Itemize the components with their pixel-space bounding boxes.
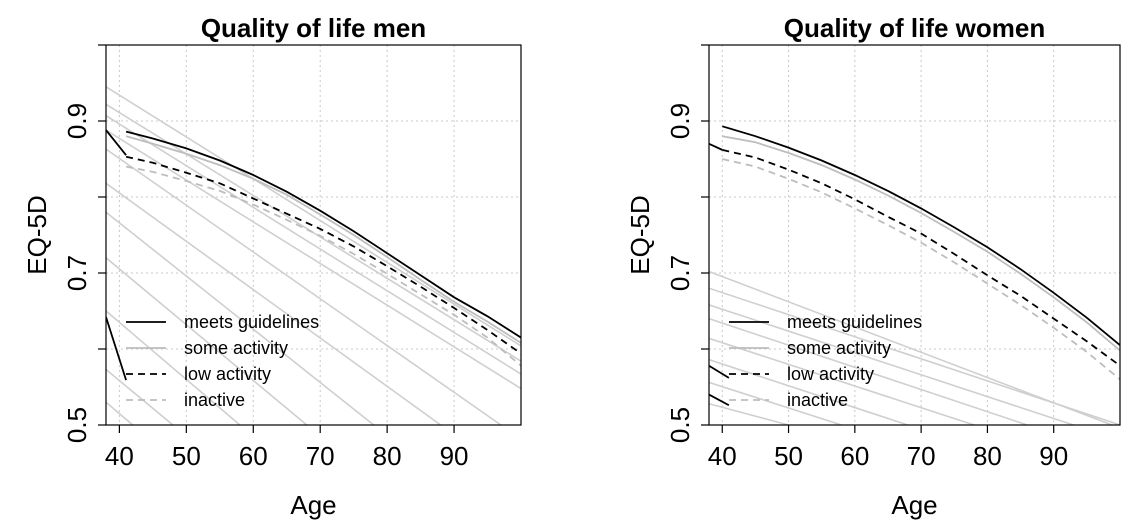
- chart1-x-tick-label-1: 50: [172, 441, 201, 471]
- chart2-x-tick-label-2: 60: [840, 441, 869, 471]
- chart2-y-tick-label-2: 0.9: [665, 103, 695, 139]
- chart2-legend-label-2: low activity: [787, 364, 874, 384]
- chart1-grid: [106, 44, 521, 426]
- chart1-diagonal-line-5: [106, 182, 442, 425]
- chart2-x-tick-label-0: 40: [708, 441, 737, 471]
- chart2-x-tick-label-4: 80: [973, 441, 1002, 471]
- chart2-black-segment-2: [709, 393, 730, 407]
- chart2-diagonal-line-7: [709, 402, 789, 425]
- chart1-title: Quality of life men: [201, 13, 426, 43]
- chart1-legend-label-3: inactive: [184, 390, 245, 410]
- chart2-diagonal-line-5: [709, 358, 909, 425]
- chart2-title: Quality of life women: [784, 13, 1045, 43]
- chart2-diagonal-line-2: [709, 304, 1074, 425]
- chart1-x-tick-label-3: 70: [306, 441, 335, 471]
- chart2-diagonal-line-6: [709, 381, 842, 425]
- chart2-black-segment-0: [709, 142, 723, 151]
- chart1-x-tick-label-0: 40: [105, 441, 134, 471]
- chart1-plot-frame: [105, 44, 522, 426]
- chart1-series-line-inactive: [125, 165, 521, 367]
- chart1-y-tick-label-0: 0.5: [62, 407, 92, 443]
- chart1-y-axis-label: EQ-5D: [22, 195, 52, 274]
- chart2-x-tick-label-5: 90: [1039, 441, 1068, 471]
- chart1-diagonal-line-0: [106, 86, 521, 347]
- chart2-plot-frame: [708, 44, 1121, 426]
- chart1-series-line-low-activity: [125, 155, 521, 355]
- chart2-black-segment-1: [709, 364, 730, 379]
- chart2-x-tick-label-3: 70: [907, 441, 936, 471]
- chart2-diagonal-line-3: [709, 317, 1028, 425]
- chart1-x-tick-label-2: 60: [239, 441, 268, 471]
- chart1-legend: meets guidelines some activity low activit…: [126, 312, 319, 410]
- chart2-grid: [709, 44, 1120, 426]
- chart1-legend-label-2: low activity: [184, 364, 271, 384]
- chart1-plot-area: [106, 86, 521, 425]
- chart2-legend-label-0: meets guidelines: [787, 312, 922, 332]
- chart2-series-line-inactive: [722, 158, 1120, 381]
- chart1-diagonal-line-3: [106, 129, 521, 390]
- chart1-diagonal-line-7: [106, 257, 308, 425]
- chart2-x-tick-label-1: 50: [774, 441, 803, 471]
- chart2-diagonal-line-1: [709, 287, 1120, 425]
- chart2-series-line-low-activity: [722, 149, 1120, 367]
- chart2-x-axis-label: Age: [891, 490, 937, 520]
- chart2-series-line-meets-guidelines: [722, 125, 1120, 346]
- chart1-legend-label-1: some activity: [184, 338, 288, 358]
- chart2-legend-label-1: some activity: [787, 338, 891, 358]
- chart1-x-tick-label-5: 90: [440, 441, 469, 471]
- chart1-series-line-meets-guidelines: [125, 130, 521, 339]
- chart2-legend: meets guidelines some activity low activit…: [729, 312, 922, 410]
- chart1-legend-label-0: meets guidelines: [184, 312, 319, 332]
- chart1-diagonal-line-2: [106, 115, 521, 375]
- chart1-diagonal-line-4: [106, 148, 502, 425]
- chart2-panel: 40 50 60 70 80 90 0.5 0.7 0.9 Quality of life wom…: [625, 13, 1121, 520]
- chart2-series-line-some-activity: [722, 135, 1120, 352]
- chart1-diagonal-line-6: [106, 211, 375, 425]
- chart1-black-segment-1: [106, 316, 127, 381]
- chart2-y-tick-label-0: 0.5: [665, 407, 695, 443]
- chart1-diagonal-line-10: [106, 401, 134, 425]
- chart2-y-tick-label-1: 0.7: [665, 255, 695, 291]
- chart1-x-tick-label-4: 80: [373, 441, 402, 471]
- chart1-diagonal-line-1: [106, 103, 521, 362]
- chart1-diagonal-line-8: [106, 310, 241, 425]
- chart1-series-line-some-activity: [125, 135, 521, 344]
- chart2-y-axis-label: EQ-5D: [625, 195, 655, 274]
- chart1-y-tick-label-1: 0.7: [62, 255, 92, 291]
- chart1-panel: 40 50 60 70 80 90 0.5 0.7 0.9 Quality of life men…: [22, 13, 522, 520]
- chart1-black-segment-0: [106, 129, 127, 156]
- chart1-y-tick-label-2: 0.9: [62, 103, 92, 139]
- chart1-diagonal-line-9: [106, 368, 174, 425]
- chart2-plot-area: [709, 125, 1120, 425]
- chart2-diagonal-line-4: [709, 337, 975, 425]
- chart1-x-axis-label: Age: [290, 490, 336, 520]
- chart2-legend-label-3: inactive: [787, 390, 848, 410]
